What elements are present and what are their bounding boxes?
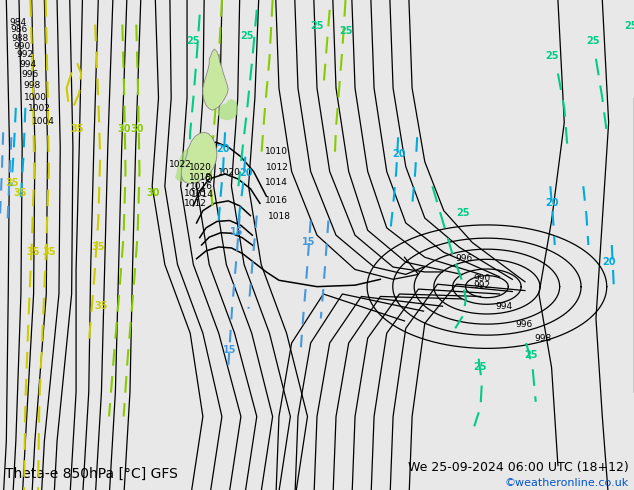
Text: 1022: 1022 <box>169 160 192 169</box>
Text: 15: 15 <box>230 227 244 237</box>
Text: 1004: 1004 <box>32 117 55 126</box>
Text: 1020: 1020 <box>218 168 241 177</box>
Text: 1014: 1014 <box>191 190 214 199</box>
Text: 990: 990 <box>473 274 491 283</box>
Text: 1012: 1012 <box>184 199 207 208</box>
Text: 30: 30 <box>146 188 160 198</box>
Text: 994: 994 <box>19 60 37 69</box>
Text: 25: 25 <box>240 31 254 41</box>
Text: 994: 994 <box>495 302 513 311</box>
Text: 1014: 1014 <box>265 178 288 187</box>
Text: 25: 25 <box>473 362 487 372</box>
Text: 996: 996 <box>21 70 39 79</box>
Text: 20: 20 <box>602 257 616 267</box>
Polygon shape <box>203 49 228 110</box>
Polygon shape <box>181 132 217 184</box>
Text: 1000: 1000 <box>24 93 47 101</box>
Text: 986: 986 <box>10 25 28 34</box>
Text: 35: 35 <box>13 188 27 198</box>
Text: 1012: 1012 <box>266 163 289 172</box>
Text: 35: 35 <box>91 242 105 252</box>
Text: Theta-e 850hPa [°C] GFS: Theta-e 850hPa [°C] GFS <box>5 467 178 481</box>
Text: 1018: 1018 <box>189 173 212 182</box>
Text: 996: 996 <box>455 254 473 263</box>
Text: 35: 35 <box>5 178 19 188</box>
Text: 1002: 1002 <box>28 104 51 113</box>
Text: 1010: 1010 <box>265 147 288 156</box>
Text: 998: 998 <box>534 334 552 343</box>
Text: 35: 35 <box>70 124 84 134</box>
Text: 25: 25 <box>586 36 600 46</box>
Text: 25: 25 <box>339 26 353 36</box>
Text: 20: 20 <box>392 149 406 159</box>
Text: 988: 988 <box>11 34 29 43</box>
Text: 20: 20 <box>239 169 253 178</box>
Text: O: O <box>204 174 212 184</box>
Text: 1018: 1018 <box>268 212 290 221</box>
Text: 1015: 1015 <box>184 189 207 197</box>
Text: ©weatheronline.co.uk: ©weatheronline.co.uk <box>505 478 629 488</box>
Text: 25: 25 <box>545 51 559 61</box>
Text: 30: 30 <box>117 124 131 134</box>
Text: 20: 20 <box>545 198 559 208</box>
Text: 1020: 1020 <box>189 163 212 172</box>
Text: 15: 15 <box>302 237 316 247</box>
Text: 25: 25 <box>624 22 634 31</box>
Polygon shape <box>175 148 200 182</box>
Text: 25: 25 <box>456 208 470 218</box>
Text: 25: 25 <box>524 350 538 360</box>
Text: 30: 30 <box>131 124 145 134</box>
Text: 25: 25 <box>186 36 200 46</box>
Text: 35: 35 <box>94 301 108 311</box>
Text: 998: 998 <box>23 81 41 90</box>
Text: 992: 992 <box>16 50 34 59</box>
Text: We 25-09-2024 06:00 UTC (18+12): We 25-09-2024 06:00 UTC (18+12) <box>408 461 629 474</box>
Polygon shape <box>217 99 238 120</box>
Text: 992: 992 <box>473 281 491 290</box>
Text: 20: 20 <box>216 144 230 154</box>
Text: 15: 15 <box>223 345 236 355</box>
Text: 25: 25 <box>310 22 324 31</box>
Text: 996: 996 <box>515 320 533 329</box>
Text: 1016: 1016 <box>190 182 213 191</box>
Text: 35: 35 <box>27 247 41 257</box>
Text: 1016: 1016 <box>265 196 288 205</box>
Text: 990: 990 <box>13 42 30 51</box>
Text: 984: 984 <box>9 18 27 26</box>
Text: 35: 35 <box>42 247 56 257</box>
